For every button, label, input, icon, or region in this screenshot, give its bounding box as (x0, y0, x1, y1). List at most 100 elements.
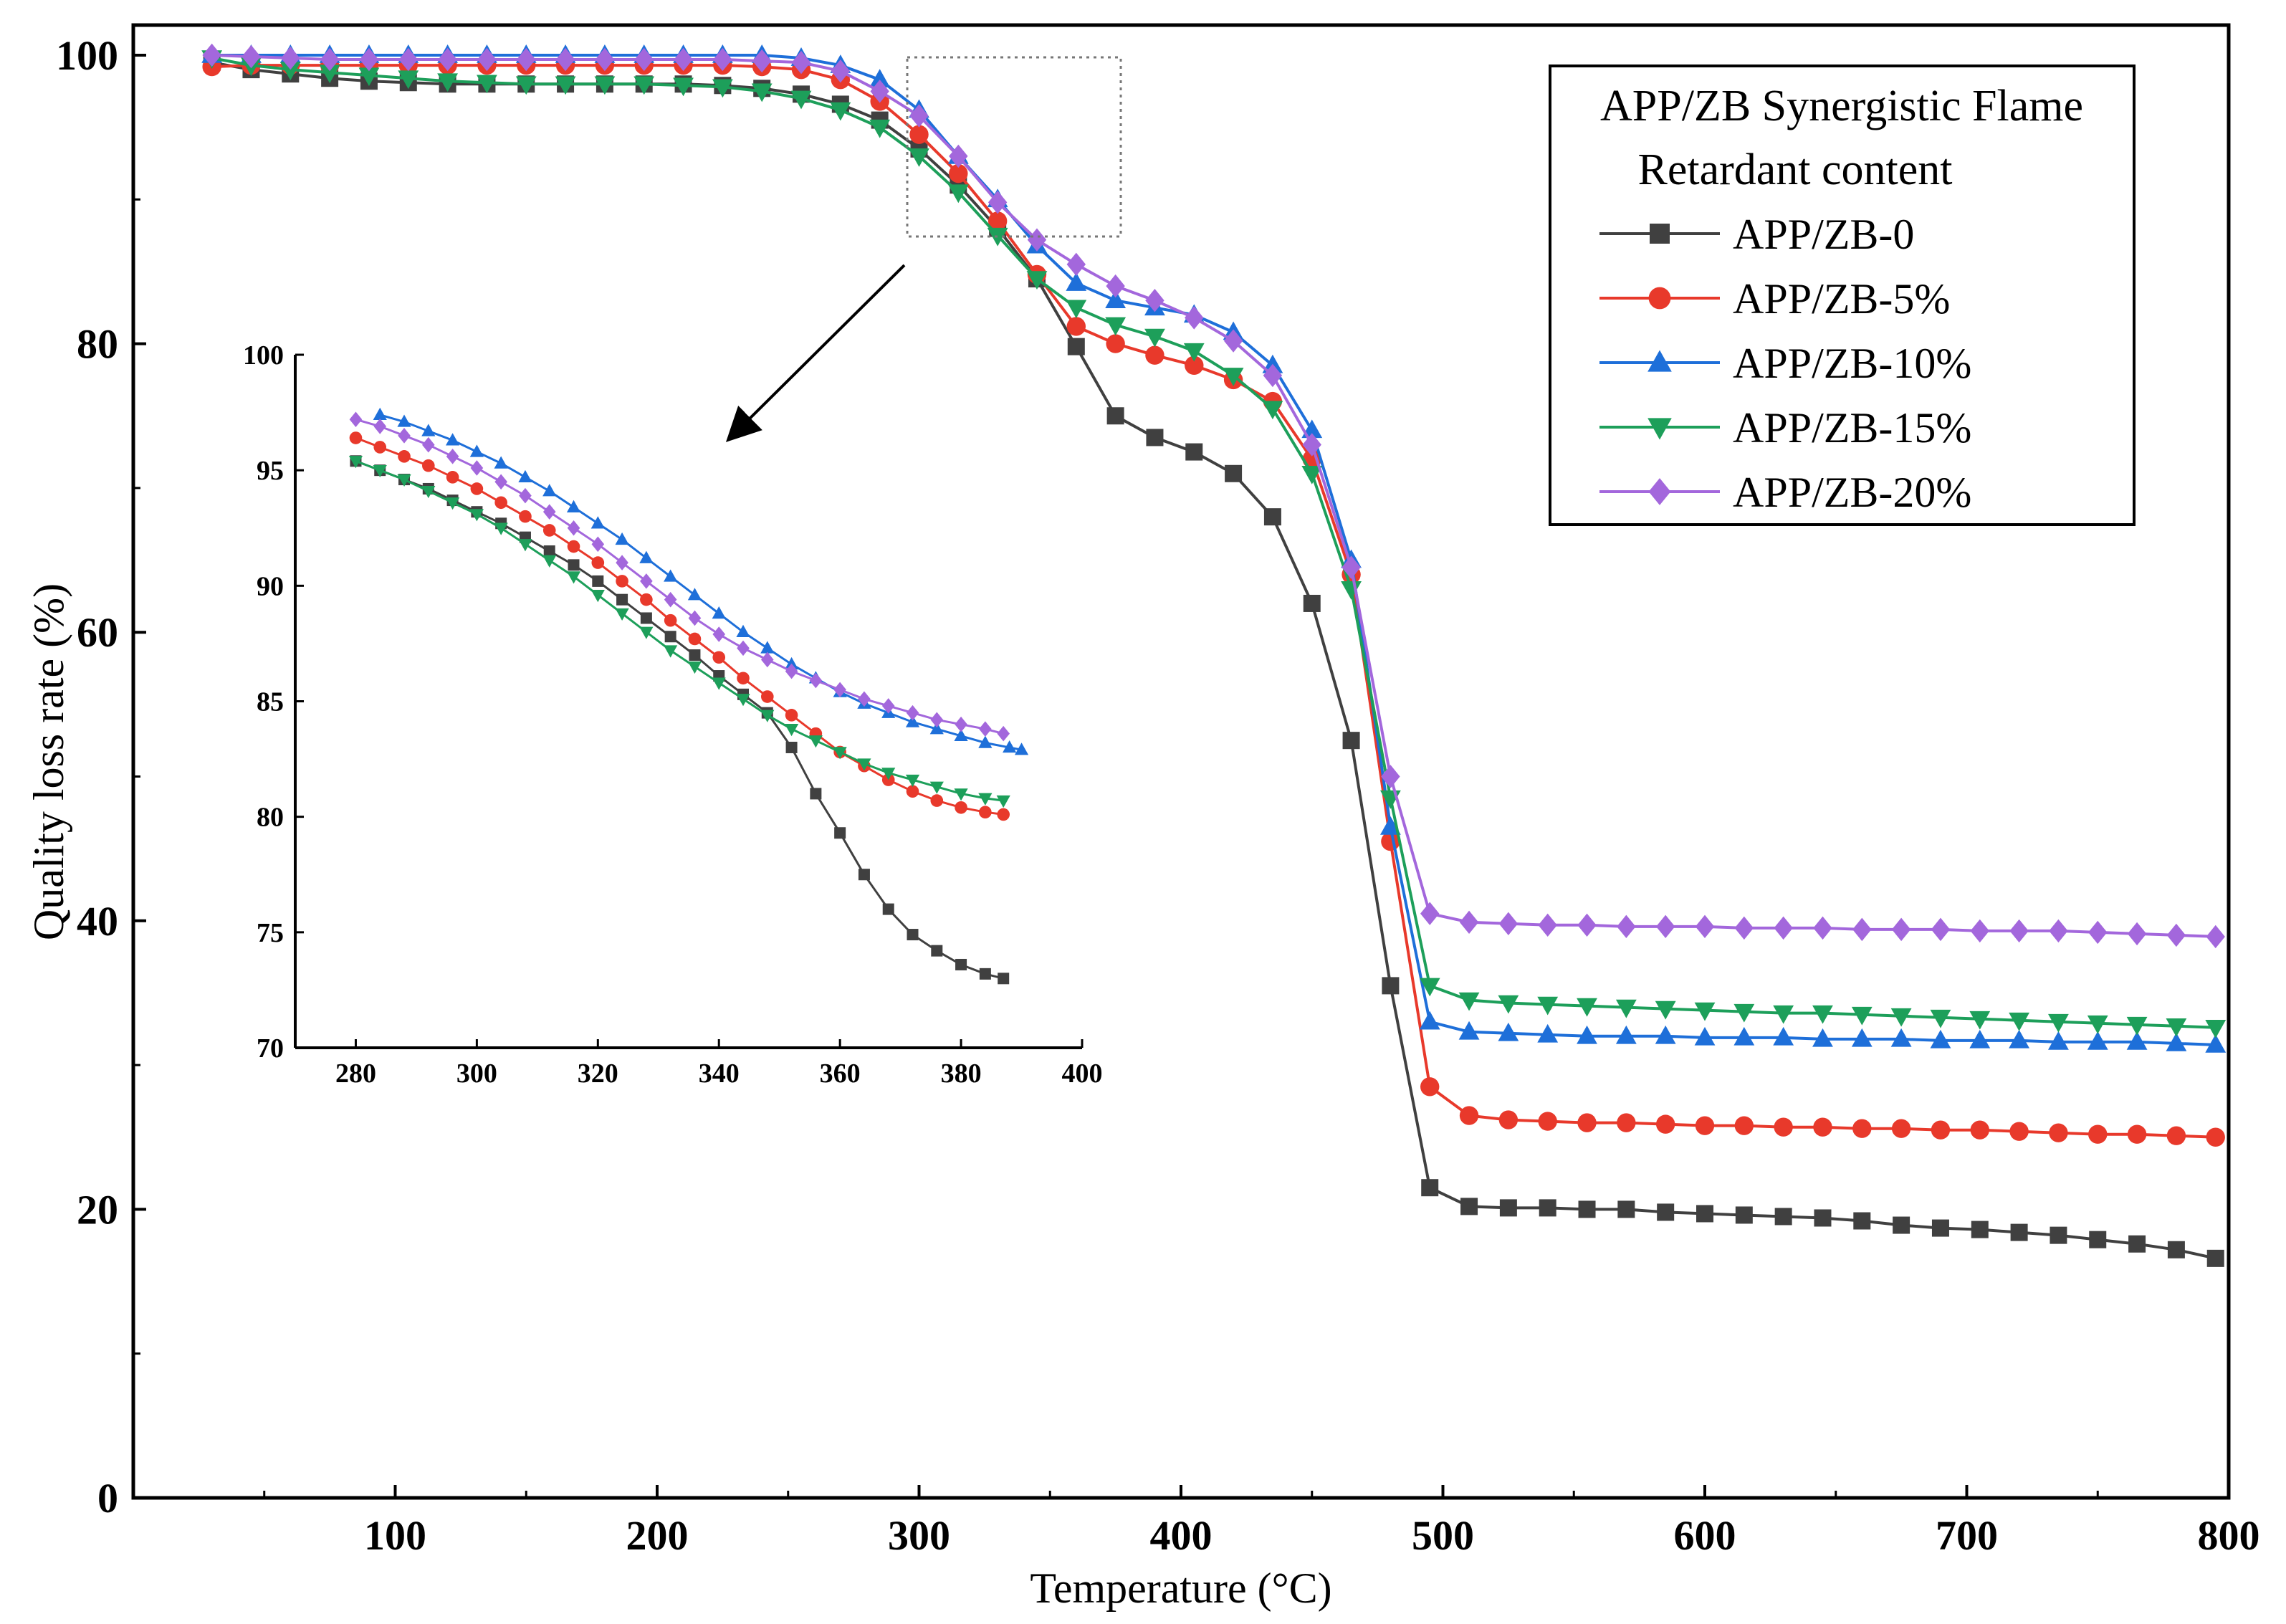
data-point (949, 144, 968, 168)
data-point (1814, 1209, 1832, 1227)
data-point (909, 125, 929, 144)
inset-data-point (737, 672, 750, 685)
data-point (1105, 317, 1127, 336)
data-point (2010, 1223, 2028, 1241)
inset-data-point (519, 510, 532, 523)
data-point (1735, 1206, 1753, 1224)
data-point (1971, 1221, 1989, 1238)
data-point (1145, 345, 1164, 365)
inset-data-point (542, 555, 557, 568)
inset-series-line (355, 459, 1004, 980)
inset-series-line (379, 414, 1022, 751)
data-point (1694, 1026, 1716, 1046)
inset-data-point (421, 485, 436, 499)
inset-series-app-zb-15pct (348, 456, 1010, 808)
inset-data-point (568, 559, 580, 571)
inset-series-app-zb-20pct (349, 411, 1010, 742)
inset-data-point (858, 869, 870, 881)
inset-data-point (640, 573, 653, 589)
data-point (1969, 1011, 1991, 1030)
data-point (987, 191, 1008, 214)
inset-data-point (421, 424, 436, 436)
data-point (949, 163, 968, 183)
series-line (211, 54, 2216, 1046)
inset-data-point (882, 903, 894, 915)
data-point (1655, 1000, 1676, 1020)
data-point (1812, 1005, 1833, 1024)
inset-data-point (997, 808, 1010, 821)
y-tick-label: 60 (77, 609, 118, 656)
data-point (1813, 916, 1832, 940)
data-point (1812, 1028, 1833, 1047)
data-point (1146, 429, 1164, 446)
inset-data-point (664, 631, 676, 643)
inset-x-tick-label: 380 (941, 1059, 982, 1089)
series-app-zb-15pct (201, 50, 2227, 1038)
inset-y-tick-label: 85 (257, 687, 284, 717)
legend-marker (1647, 350, 1672, 372)
inset-data-point (566, 571, 581, 584)
data-point (1853, 1212, 1871, 1230)
inset-data-point (615, 532, 629, 545)
data-point (1459, 910, 1479, 935)
inset-data-point (760, 641, 775, 654)
data-point (1538, 913, 1557, 937)
data-point (1303, 594, 1321, 612)
legend-label: APP/ZB-20% (1733, 469, 1971, 516)
inset-data-point (858, 691, 871, 707)
inset-data-point (930, 712, 944, 728)
series-line (211, 57, 2216, 1029)
inset-data-point (664, 613, 677, 627)
inset-x-tick-label: 360 (820, 1059, 861, 1089)
data-point (1144, 328, 1165, 348)
inset-data-point (979, 721, 992, 737)
data-point (1420, 1077, 1440, 1097)
inset-x-tick-label: 300 (456, 1059, 497, 1089)
data-point (909, 148, 929, 167)
data-point (1301, 465, 1323, 484)
data-point (1026, 271, 1048, 290)
data-point (1066, 272, 1087, 291)
data-point (438, 47, 457, 72)
inset-data-point (566, 500, 581, 512)
inset-data-point (688, 632, 702, 646)
data-point (712, 79, 733, 98)
inset-x-tick-label: 280 (335, 1059, 376, 1089)
data-point (1655, 1114, 1675, 1134)
inset-data-point (590, 590, 605, 603)
inset-data-point (591, 536, 605, 553)
data-point (1067, 338, 1085, 355)
data-point (909, 104, 929, 128)
data-point (398, 47, 418, 72)
data-point (2126, 1016, 2148, 1036)
inset-data-point (639, 626, 654, 639)
data-point (1893, 1216, 1910, 1234)
legend-label: APP/ZB-5% (1733, 275, 1950, 323)
inset-data-point (687, 588, 702, 601)
data-point (1342, 732, 1360, 750)
data-point (830, 102, 851, 121)
y-axis-title: Quality loss rate (%) (25, 583, 72, 940)
inset-data-point (664, 569, 678, 582)
data-point (359, 47, 379, 72)
inset-data-point (422, 459, 435, 472)
inset-data-point (785, 741, 798, 753)
inset-data-point (348, 456, 363, 469)
legend-entries: APP/ZB-0 APP/ZB-5% APP/ZB-10% APP/ZB-15% APP… (1599, 211, 1971, 516)
data-point (1498, 995, 1519, 1014)
inset-series-app-zb-5pct (349, 431, 1010, 821)
data-point (477, 47, 497, 72)
inset-data-point (931, 945, 943, 957)
data-point (2050, 1226, 2067, 1244)
data-point (398, 70, 419, 90)
data-point (1380, 816, 1401, 835)
inset-data-point (907, 929, 919, 941)
inset-data-point (929, 781, 944, 794)
data-point (1970, 919, 1989, 943)
inset-data-point (833, 682, 846, 698)
inset-data-point (373, 407, 387, 421)
inset-data-point (422, 436, 435, 453)
y-tick-label: 40 (77, 898, 118, 945)
data-point (1263, 363, 1283, 388)
inset-data-point (446, 449, 459, 464)
